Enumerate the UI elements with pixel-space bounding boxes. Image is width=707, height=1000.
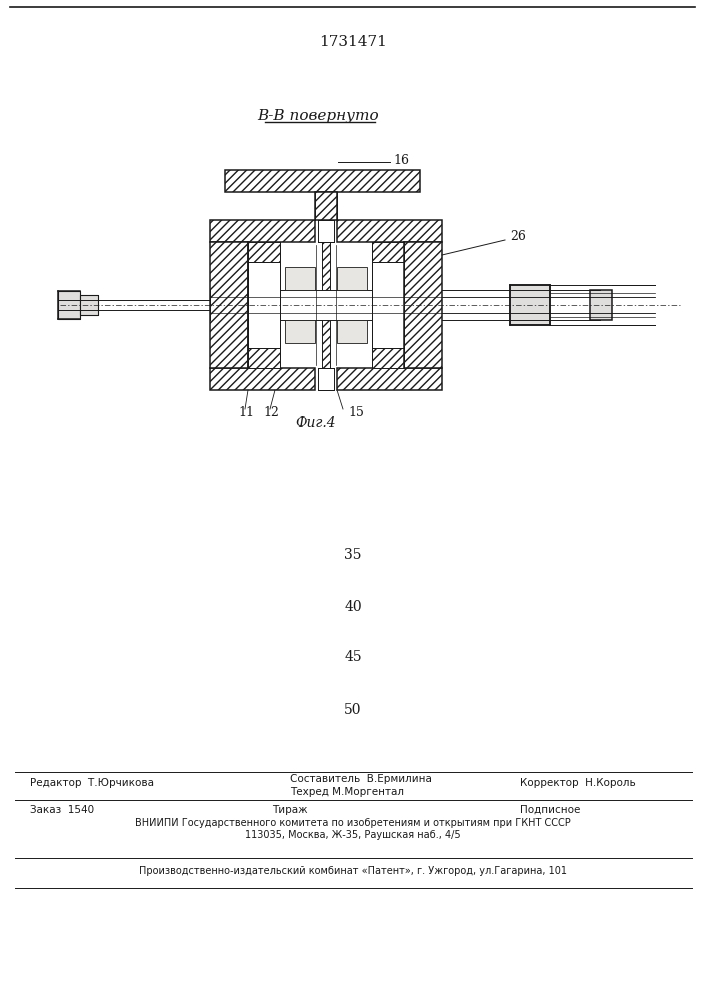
Text: 16: 16 — [393, 153, 409, 166]
Text: ВНИИПИ Государственного комитета по изобретениям и открытиям при ГКНТ СССР: ВНИИПИ Государственного комитета по изоб… — [135, 818, 571, 828]
Bar — [280, 290, 372, 320]
Text: 26: 26 — [510, 231, 526, 243]
Text: Редактор  Т.Юрчикова: Редактор Т.Юрчикова — [30, 778, 154, 788]
Bar — [210, 220, 315, 242]
Bar — [404, 242, 442, 368]
Text: Составитель  В.Ермилина: Составитель В.Ермилина — [290, 774, 432, 784]
Text: Фиг.4: Фиг.4 — [295, 416, 336, 430]
Bar — [510, 285, 550, 325]
Bar — [372, 242, 404, 262]
Bar — [322, 242, 330, 368]
Text: 1731471: 1731471 — [319, 35, 387, 49]
Bar — [80, 295, 98, 315]
Text: 11: 11 — [238, 406, 254, 420]
Bar — [337, 220, 442, 242]
Text: 50: 50 — [344, 703, 362, 717]
Bar — [210, 242, 248, 368]
Bar — [248, 348, 280, 368]
Bar — [590, 290, 612, 320]
Bar — [372, 348, 404, 368]
Bar — [337, 267, 367, 290]
Text: 12: 12 — [263, 406, 279, 420]
Bar — [318, 220, 334, 242]
Bar — [315, 192, 337, 220]
Text: 40: 40 — [344, 600, 362, 614]
Text: Заказ  1540: Заказ 1540 — [30, 805, 94, 815]
Bar — [337, 368, 442, 390]
Text: Корректор  Н.Король: Корректор Н.Король — [520, 778, 636, 788]
Bar — [248, 262, 280, 348]
Text: В-В повернуто: В-В повернуто — [257, 109, 379, 123]
Bar — [285, 267, 315, 290]
Text: Техред М.Моргентал: Техред М.Моргентал — [290, 787, 404, 797]
Text: 113035, Москва, Ж-35, Раушская наб., 4/5: 113035, Москва, Ж-35, Раушская наб., 4/5 — [245, 830, 461, 840]
Bar — [210, 368, 315, 390]
Bar — [285, 320, 315, 343]
Bar — [372, 262, 404, 348]
Bar — [58, 291, 80, 319]
Bar — [248, 242, 280, 262]
Text: Производственно-издательский комбинат «Патент», г. Ужгород, ул.Гагарина, 101: Производственно-издательский комбинат «П… — [139, 866, 567, 876]
Bar — [337, 320, 367, 343]
Text: Тираж: Тираж — [272, 805, 308, 815]
Text: 45: 45 — [344, 650, 362, 664]
Text: 35: 35 — [344, 548, 362, 562]
Text: 15: 15 — [348, 406, 364, 420]
Bar — [225, 170, 420, 192]
Text: Подписное: Подписное — [520, 805, 580, 815]
Bar — [318, 368, 334, 390]
